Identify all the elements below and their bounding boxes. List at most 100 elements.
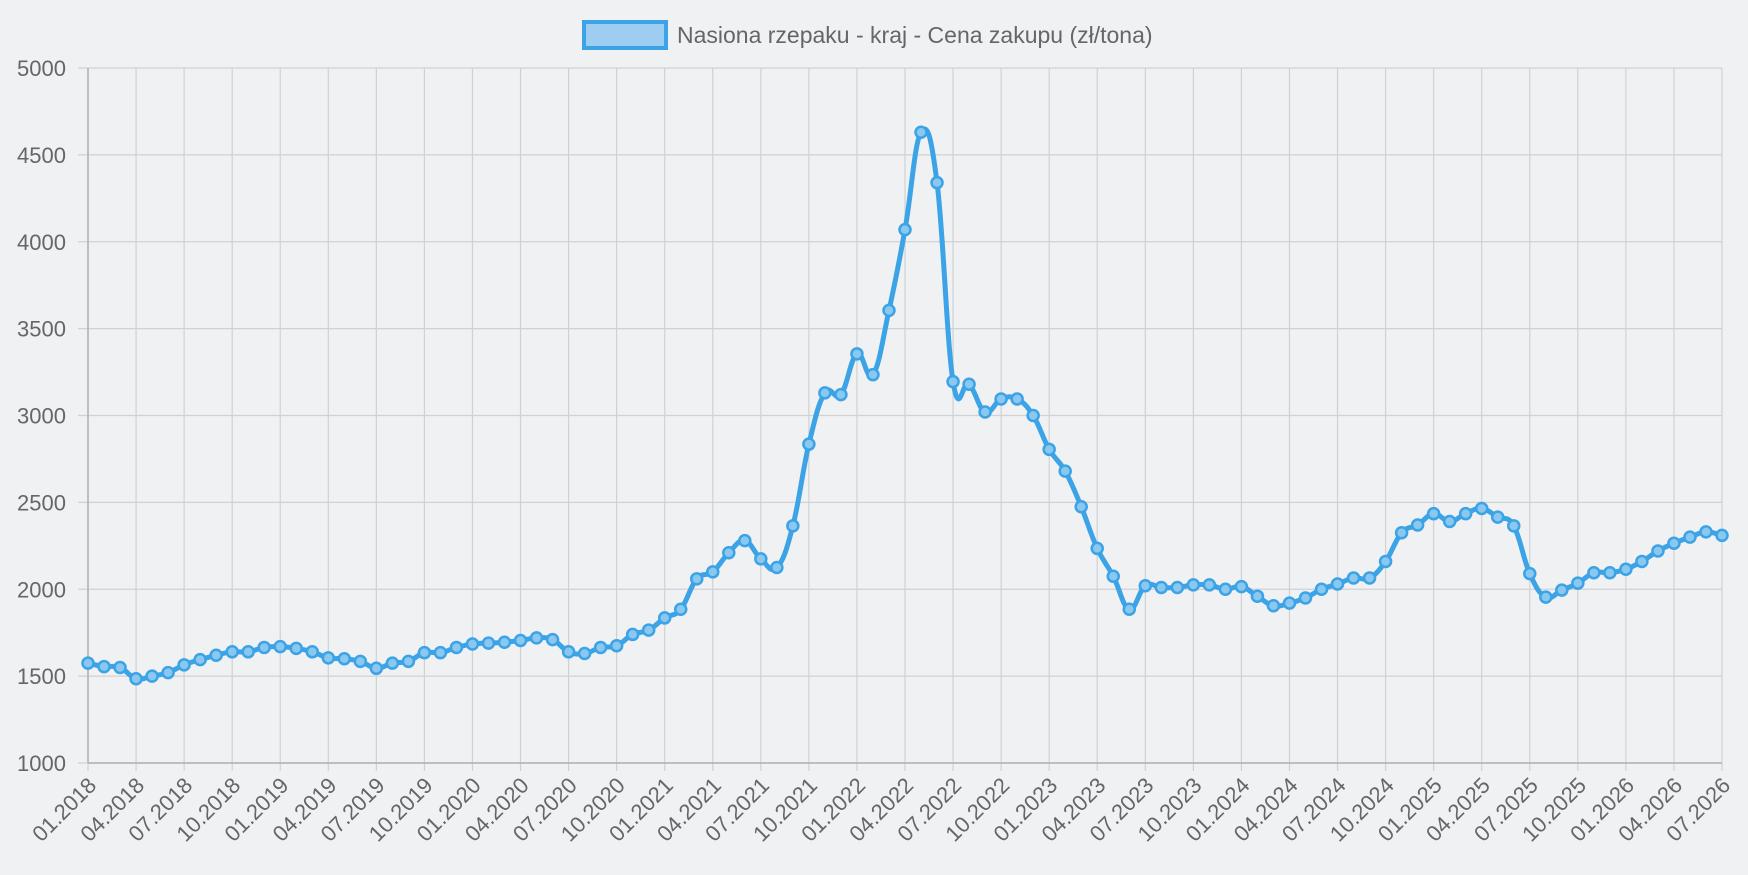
data-point[interactable] [529,631,544,645]
data-point[interactable] [1506,519,1521,533]
data-point[interactable] [1154,580,1169,595]
data-point[interactable] [770,560,784,575]
data-point[interactable] [673,602,688,616]
data-point[interactable] [625,627,640,642]
data-point[interactable] [449,640,464,655]
data-point[interactable] [866,367,880,382]
data-point[interactable] [1539,590,1553,604]
data-point[interactable] [177,658,191,672]
data-point[interactable] [1010,392,1024,406]
data-point[interactable] [882,303,896,318]
data-point[interactable] [1346,571,1361,585]
data-point[interactable] [914,125,928,140]
data-point[interactable] [273,639,287,654]
data-point[interactable] [946,374,960,389]
data-point[interactable] [497,635,512,649]
data-point[interactable] [1458,506,1473,521]
data-point[interactable] [930,175,944,190]
data-point[interactable] [433,645,448,660]
data-point[interactable] [513,633,528,648]
data-point[interactable] [593,640,608,655]
data-point[interactable] [209,648,223,663]
data-point[interactable] [193,652,207,667]
data-point[interactable] [1699,525,1713,539]
data-point[interactable] [257,640,271,655]
data-point[interactable] [577,646,592,661]
data-point[interactable] [1218,582,1233,596]
data-point[interactable] [1603,565,1617,580]
data-point[interactable] [129,671,143,686]
data-point[interactable] [818,386,832,400]
data-point[interactable] [1234,579,1249,594]
data-point[interactable] [161,665,175,680]
data-point[interactable] [561,645,576,659]
data-point[interactable] [113,660,127,675]
data-point[interactable] [1250,589,1265,603]
data-point[interactable] [1202,578,1217,592]
data-point[interactable] [786,519,800,533]
data-point[interactable] [1571,576,1585,590]
data-point[interactable] [321,651,336,665]
data-point[interactable] [1555,583,1569,597]
data-point[interactable] [1619,562,1633,577]
data-point[interactable] [962,377,976,391]
data-point[interactable] [641,623,656,637]
data-point[interactable] [1058,464,1072,478]
data-point[interactable] [609,638,624,653]
data-point[interactable] [978,405,992,419]
data-point[interactable] [385,656,400,670]
data-point[interactable] [369,661,384,676]
data-point[interactable] [1186,578,1201,592]
data-point[interactable] [1667,536,1681,550]
data-point[interactable] [1651,544,1665,558]
legend[interactable]: Nasiona rzepaku - kraj - Cena zakupu (zł… [582,20,1153,50]
data-point[interactable] [1330,577,1345,591]
data-point[interactable] [994,392,1008,406]
data-point[interactable] [1282,596,1297,610]
data-point[interactable] [850,347,864,361]
data-point[interactable] [225,645,239,659]
data-point[interactable] [1442,514,1457,529]
data-point[interactable] [465,637,480,651]
data-point[interactable] [1138,579,1153,593]
data-point[interactable] [1106,569,1121,583]
data-point[interactable] [738,533,752,548]
legend-swatch[interactable] [582,20,668,50]
data-point[interactable] [898,222,912,237]
data-point[interactable] [1426,506,1441,521]
data-point[interactable] [1026,408,1040,423]
data-point[interactable] [1362,571,1377,585]
data-point[interactable] [417,645,432,660]
data-point[interactable] [241,645,255,659]
data-point[interactable] [401,654,416,669]
data-point[interactable] [353,654,368,669]
data-point[interactable] [305,645,320,659]
data-point[interactable] [1587,565,1601,580]
data-point[interactable] [1715,528,1729,543]
data-point[interactable] [1474,501,1489,516]
data-point[interactable] [1523,566,1537,581]
data-point[interactable] [834,387,848,402]
data-point[interactable] [81,656,95,670]
data-point[interactable] [1635,554,1649,569]
data-point[interactable] [1314,582,1329,596]
data-point[interactable] [1042,442,1056,457]
data-point[interactable] [1122,602,1137,616]
data-point[interactable] [802,437,816,451]
data-point[interactable] [689,572,704,586]
data-point[interactable] [337,652,352,666]
data-point[interactable] [1410,518,1425,532]
data-point[interactable] [1266,599,1281,613]
data-point[interactable] [289,641,304,656]
data-point[interactable] [545,632,560,647]
data-point[interactable] [1074,499,1088,514]
data-point[interactable] [1394,526,1409,540]
data-point[interactable] [1683,530,1697,544]
data-point[interactable] [706,565,720,579]
data-point[interactable] [1298,591,1313,605]
data-point[interactable] [722,546,736,560]
data-point[interactable] [145,669,159,683]
data-point[interactable] [1378,554,1393,569]
data-point[interactable] [1490,510,1505,524]
data-point[interactable] [657,611,672,625]
